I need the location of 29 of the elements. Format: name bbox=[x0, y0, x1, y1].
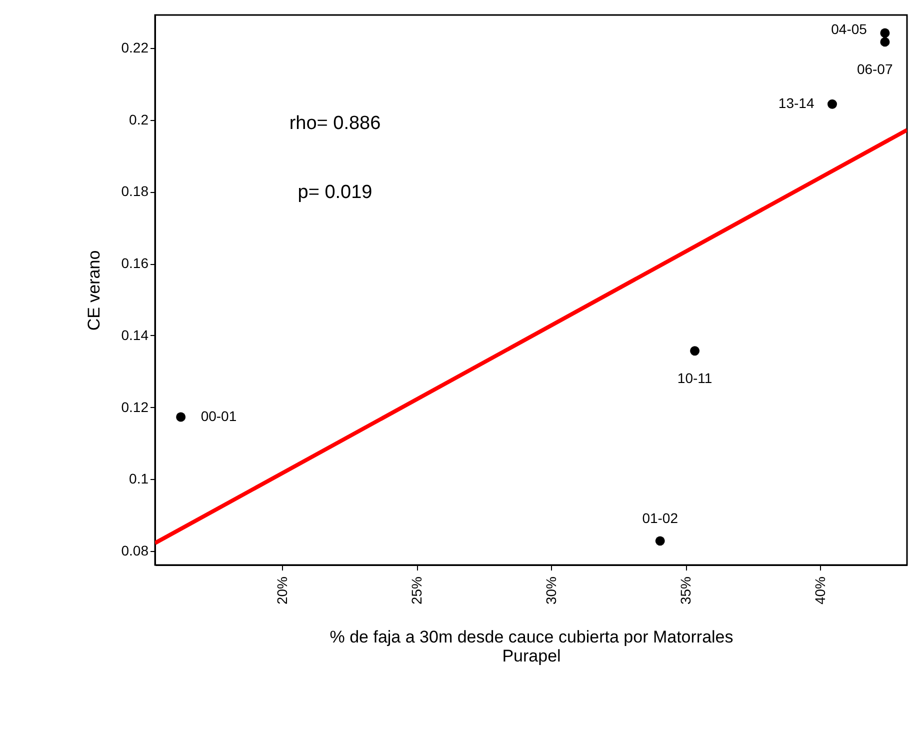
annotation: 01-02 bbox=[642, 510, 678, 526]
x-tick-label: 20% bbox=[274, 576, 290, 605]
annotation: 00-01 bbox=[200, 408, 237, 424]
point bbox=[827, 99, 837, 109]
point bbox=[655, 536, 665, 546]
y-tick-label: 0.16 bbox=[121, 255, 149, 272]
point bbox=[880, 37, 890, 47]
y-axis-title: CE verano bbox=[84, 250, 104, 331]
annotation: 13-14 bbox=[778, 95, 814, 112]
y-tick-label: 0.22 bbox=[121, 40, 149, 56]
y-tick-label: 0.12 bbox=[121, 398, 149, 415]
y-tick-label: 0.2 bbox=[129, 111, 149, 128]
y-tick-label: 0.18 bbox=[121, 183, 149, 200]
y-tick-label: 0.1 bbox=[129, 470, 149, 487]
annotation: 06-07 bbox=[856, 60, 893, 77]
x-tick-label: 35% bbox=[677, 576, 694, 605]
y-tick-label: 0.08 bbox=[121, 542, 149, 558]
annotation: p= 0.019 bbox=[298, 182, 372, 203]
point bbox=[176, 412, 186, 422]
point bbox=[690, 346, 700, 356]
x-tick-label: 40% bbox=[812, 576, 828, 605]
x-tick-label: 25% bbox=[408, 576, 424, 605]
annotation: 04-05 bbox=[831, 20, 868, 37]
x-axis-title: % de faja a 30m desde cauce cubierta por Matorrales Purapel bbox=[330, 628, 734, 666]
y-tick-label: 0.14 bbox=[121, 326, 149, 343]
x-tick-label: 30% bbox=[542, 576, 559, 605]
annotation: 10-11 bbox=[677, 370, 712, 386]
point bbox=[880, 28, 890, 38]
annotation: rho= 0.886 bbox=[289, 113, 381, 134]
